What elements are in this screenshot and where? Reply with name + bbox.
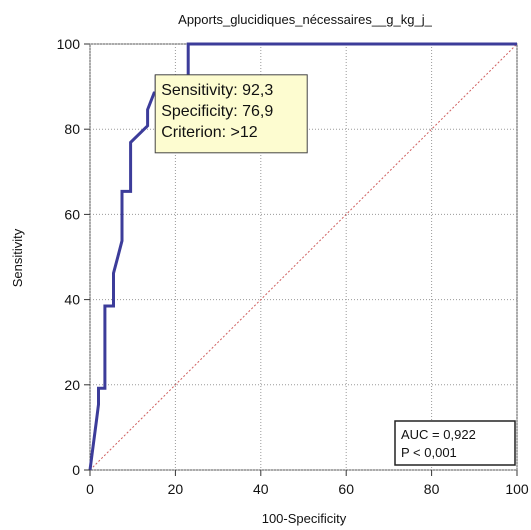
auc-stats-line: P < 0,001 — [401, 445, 457, 460]
y-tick-label: 0 — [72, 462, 80, 478]
x-tick-label: 20 — [168, 481, 184, 497]
auc-stats-line: AUC = 0,922 — [401, 427, 476, 442]
x-axis-title: 100-Specificity — [262, 511, 347, 526]
y-tick-label: 20 — [64, 377, 80, 393]
auc-stats-box — [394, 420, 516, 466]
y-tick-label: 100 — [57, 36, 81, 52]
y-tick-label: 80 — [64, 121, 80, 137]
x-tick-label: 40 — [253, 481, 269, 497]
x-tick-label: 80 — [424, 481, 440, 497]
x-tick-label: 0 — [86, 481, 94, 497]
chart-title: Apports_glucidiques_nécessaires__g_kg_j_ — [178, 12, 432, 27]
x-tick-label: 60 — [338, 481, 354, 497]
x-tick-label: 100 — [505, 481, 529, 497]
criterion-tooltip-line: Criterion: >12 — [161, 124, 258, 141]
y-axis-title: Sensitivity — [10, 228, 25, 287]
reference-diagonal-line — [89, 43, 518, 471]
y-tick-label: 60 — [64, 206, 80, 222]
criterion-tooltip-line: Sensitivity: 92,3 — [161, 82, 273, 99]
criterion-tooltip — [154, 74, 308, 154]
y-tick-label: 40 — [64, 292, 80, 308]
criterion-tooltip-line: Specificity: 76,9 — [161, 103, 273, 120]
